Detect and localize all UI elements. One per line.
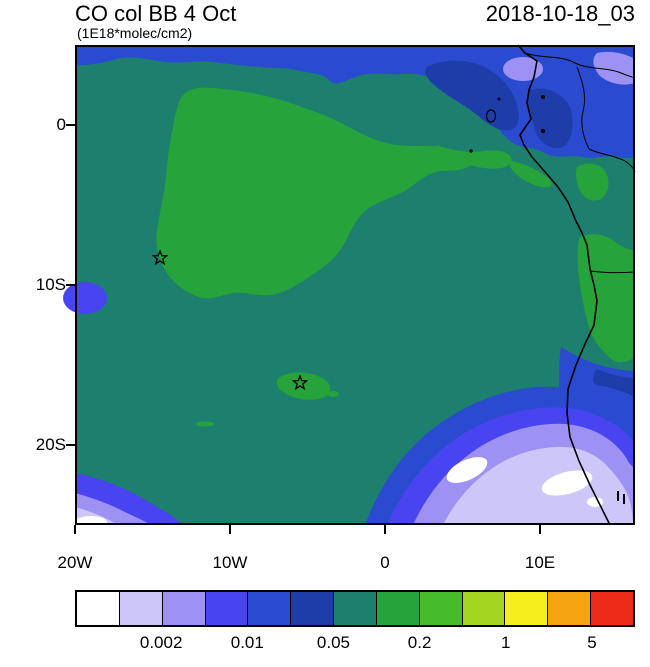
colorbar-cell-5 bbox=[248, 592, 292, 625]
colorbar-cell-2 bbox=[119, 592, 163, 625]
island-dot-1 bbox=[497, 97, 501, 101]
colorbar-cell-8 bbox=[376, 592, 420, 625]
north-blue-band bbox=[75, 45, 635, 159]
island-dot-2 bbox=[469, 149, 473, 153]
colorbar-cell-1 bbox=[77, 592, 120, 625]
plot-units: (1E18*molec/cm2) bbox=[77, 25, 193, 41]
colorbar bbox=[75, 590, 635, 627]
colorbar-label-5: 5 bbox=[587, 633, 597, 652]
coast-green-patch-small bbox=[575, 163, 609, 201]
west-edge-blue-patch bbox=[63, 282, 107, 314]
colorbar-label-0002: 0.002 bbox=[139, 633, 183, 652]
colorbar-cell-10 bbox=[462, 592, 506, 625]
map-dot-2 bbox=[540, 128, 546, 134]
colorbar-cell-13 bbox=[591, 592, 633, 625]
colorbar-label-005: 0.05 bbox=[316, 633, 350, 652]
country-border-2 bbox=[576, 66, 590, 150]
map-plot bbox=[63, 44, 636, 534]
star-marker-ascension bbox=[151, 249, 169, 266]
green-speck-2 bbox=[196, 421, 214, 427]
x-axis-label-0: 0 bbox=[380, 553, 390, 572]
y-axis-label-20s: 20S bbox=[35, 435, 66, 454]
map-fill-regions bbox=[63, 45, 635, 528]
country-border-4 bbox=[590, 270, 636, 274]
colorbar-label-02: 0.2 bbox=[407, 633, 432, 652]
colorbar-cell-9 bbox=[419, 592, 463, 625]
se-swath-white-blob-1 bbox=[446, 457, 488, 483]
colorbar-cell-7 bbox=[334, 592, 377, 625]
plot-datetime: 2018-10-18_03 bbox=[485, 1, 635, 26]
colorbar-labels: 0.002 0.01 0.05 0.2 1 5 bbox=[75, 633, 635, 655]
africa-coastline bbox=[517, 44, 611, 526]
colorbar-cell-4 bbox=[205, 592, 249, 625]
colorbar-label-001: 0.01 bbox=[230, 633, 264, 652]
x-axis-label-20w: 20W bbox=[57, 553, 93, 572]
se-swath-white-blob-2 bbox=[541, 470, 593, 496]
star-marker-st-helena bbox=[291, 374, 309, 391]
colorbar-cell-11 bbox=[505, 592, 549, 625]
sw-corner-white-core bbox=[75, 516, 107, 528]
periwinkle-patch-band bbox=[503, 57, 543, 81]
co-plume-streak bbox=[509, 161, 552, 188]
colorbar-cell-6 bbox=[291, 592, 335, 625]
coastal-navy-sliver bbox=[593, 369, 635, 397]
se-island-marks bbox=[617, 491, 625, 504]
bioko-island-outline bbox=[485, 109, 497, 123]
x-axis-label-10e: 10E bbox=[524, 553, 556, 572]
map-dot-1 bbox=[541, 95, 545, 99]
green-speck-1 bbox=[327, 391, 339, 397]
coastline-group bbox=[469, 44, 636, 526]
colorbar-cell-3 bbox=[162, 592, 206, 625]
y-axis-label-0: 0 bbox=[56, 115, 66, 134]
navy-patch-coast bbox=[528, 88, 573, 149]
colorbar-label-1: 1 bbox=[501, 633, 511, 652]
plot-title: CO col BB 4 Oct bbox=[75, 1, 237, 26]
se-swath-pale-core bbox=[443, 446, 633, 525]
marker-group bbox=[151, 249, 309, 391]
x-axis-label-10w: 10W bbox=[212, 553, 248, 572]
country-border-1 bbox=[524, 52, 636, 79]
co-plume-tail bbox=[437, 145, 512, 169]
y-axis-label-10s: 10S bbox=[35, 275, 66, 294]
axis-ticks bbox=[66, 124, 541, 534]
periwinkle-patch-top-right-corner bbox=[593, 51, 635, 85]
map-border bbox=[75, 45, 635, 525]
map-panel bbox=[63, 44, 636, 534]
colorbar-cell-12 bbox=[548, 592, 592, 625]
co-plume-main bbox=[156, 87, 473, 299]
